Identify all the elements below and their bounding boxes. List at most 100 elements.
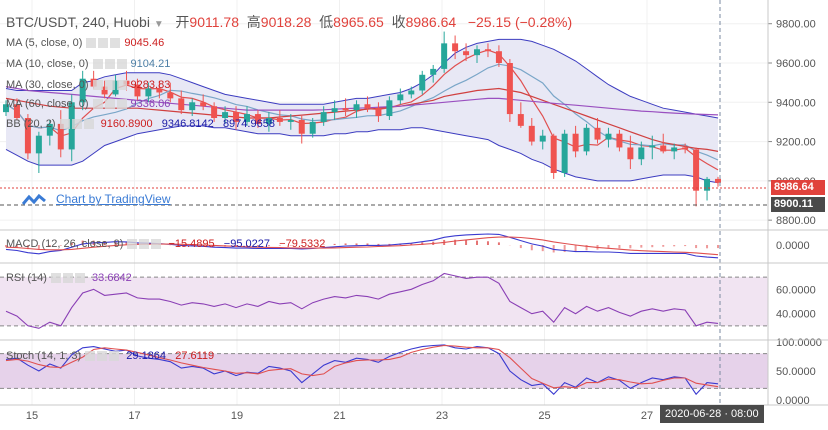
x-tick-label: 15 [26, 410, 38, 422]
ma5-value: 9045.46 [124, 37, 165, 49]
candle-body [583, 127, 590, 152]
ma10-value: 9104.21 [130, 58, 171, 70]
close-value: 8986.64 [405, 14, 457, 30]
candle-body [561, 133, 568, 173]
high-label: 高 [246, 14, 261, 30]
candle-body [287, 119, 294, 122]
candle-body [495, 51, 502, 63]
candle-body [167, 92, 174, 99]
crosshair-date-label: 2020-06-28 · 08:00 [660, 405, 764, 423]
candle-body [550, 135, 557, 173]
indicator-macd[interactable]: MACD (12, 26, close, 9) −15.4895 −95.022… [6, 238, 325, 250]
candle-body [715, 178, 721, 183]
rsi-tick-label: 60.0000 [776, 284, 816, 296]
indicator-rsi[interactable]: RSI (14) 33.6842 [6, 272, 132, 284]
candle-body [375, 108, 382, 117]
low-label: 低 [319, 14, 334, 30]
candle-body [452, 43, 459, 52]
rsi-value: 33.6842 [92, 272, 132, 284]
ma5-label: MA (5, close, 0) [6, 37, 83, 49]
ma60-value: 9336.06 [130, 98, 171, 110]
settings-icon[interactable] [86, 38, 121, 49]
candle-body [441, 43, 448, 69]
indicator-stoch[interactable]: Stoch (14, 1, 3) 29.1864 27.6119 [6, 350, 214, 362]
low-price-tag: 8900.11 [771, 197, 825, 212]
x-tick-label: 25 [538, 410, 550, 422]
candle-body [243, 114, 250, 122]
candle-body [353, 104, 360, 111]
rsi-pane: 40.0000 60.0000 [0, 272, 816, 329]
x-tick-label: 19 [231, 410, 243, 422]
candle-body [156, 88, 163, 93]
rsi-label: RSI (14) [6, 272, 47, 284]
stoch-d-line [5, 344, 719, 389]
stoch-label: Stoch (14, 1, 3) [6, 350, 82, 362]
x-tick-label: 21 [333, 410, 345, 422]
candle-body [222, 112, 229, 118]
ma60-label: MA (60, close, 0) [6, 98, 89, 110]
chart-header: BTC/USDT, 240, Huobi ▼ 开9011.78 高9018.28… [6, 12, 572, 32]
low-value: 8965.65 [333, 14, 384, 30]
bb-basis-value: 9160.8900 [100, 118, 153, 130]
candle-body [320, 112, 327, 122]
settings-icon[interactable] [92, 59, 127, 70]
macd-line-value: −95.0227 [223, 238, 270, 250]
indicator-ma60[interactable]: MA (60, close, 0) 9336.06 [6, 98, 170, 110]
candle-body [594, 127, 601, 140]
stoch-tick-label: 100.0000 [776, 337, 822, 349]
candle-body [35, 135, 42, 154]
candle-body [572, 133, 579, 152]
settings-icon[interactable] [50, 273, 85, 284]
candle-body [474, 49, 481, 56]
indicator-bb[interactable]: BB (20, 2) 9160.8900 9346.8142 8974.9658 [6, 118, 275, 130]
candle-body [627, 147, 634, 160]
candle-body [309, 121, 316, 134]
candle-body [364, 104, 371, 109]
macd-line [5, 233, 719, 259]
ma30-label: MA (30, close, 0) [6, 79, 89, 91]
bb-lower-value: 8974.9658 [222, 118, 275, 130]
candle-body [397, 94, 404, 101]
x-tick-label: 23 [436, 410, 448, 422]
macd-tick-label: 0.0000 [776, 240, 810, 252]
y-tick-label: 8800.00 [776, 215, 816, 227]
candle-body [528, 125, 535, 142]
x-tick-label: 27 [641, 410, 653, 422]
candle-body [671, 147, 678, 152]
bb-upper-line [5, 38, 719, 119]
settings-icon[interactable] [85, 351, 120, 362]
candle-body [682, 147, 689, 150]
x-tick-label: 17 [128, 410, 140, 422]
candle-body [298, 119, 305, 134]
candle-body [419, 74, 426, 91]
ma10-label: MA (10, close, 0) [6, 58, 89, 70]
candle-body [189, 102, 196, 111]
settings-icon[interactable] [92, 80, 127, 91]
indicator-ma5[interactable]: MA (5, close, 0) 9045.46 [6, 37, 164, 49]
settings-icon[interactable] [127, 239, 162, 250]
stoch-tick-label: 0.0000 [776, 395, 810, 407]
candle-body [506, 63, 513, 115]
stoch-k-value: 29.1864 [126, 350, 167, 362]
candle-body [46, 123, 53, 136]
candle-body [178, 98, 185, 111]
tradingview-watermark[interactable]: Chart by TradingView [21, 192, 171, 207]
current-price-tag: 8986.64 [771, 180, 825, 195]
open-label: 开 [175, 14, 190, 30]
indicator-ma10[interactable]: MA (10, close, 0) 9104.21 [6, 58, 170, 70]
y-tick-label: 9200.00 [776, 137, 816, 149]
candle-body [539, 135, 546, 142]
indicator-ma30[interactable]: MA (30, close, 0) 9283.83 [6, 79, 170, 91]
chevron-down-icon[interactable]: ▼ [153, 19, 164, 30]
candle-body [200, 102, 207, 107]
candle-body [254, 114, 261, 124]
candle-body [79, 78, 86, 103]
rsi-line [5, 272, 719, 329]
settings-icon[interactable] [92, 99, 127, 110]
macd-label: MACD (12, 26, close, 9) [6, 238, 124, 250]
symbol-title[interactable]: BTC/USDT, 240, Huobi [6, 14, 150, 30]
settings-icon[interactable] [59, 119, 94, 130]
